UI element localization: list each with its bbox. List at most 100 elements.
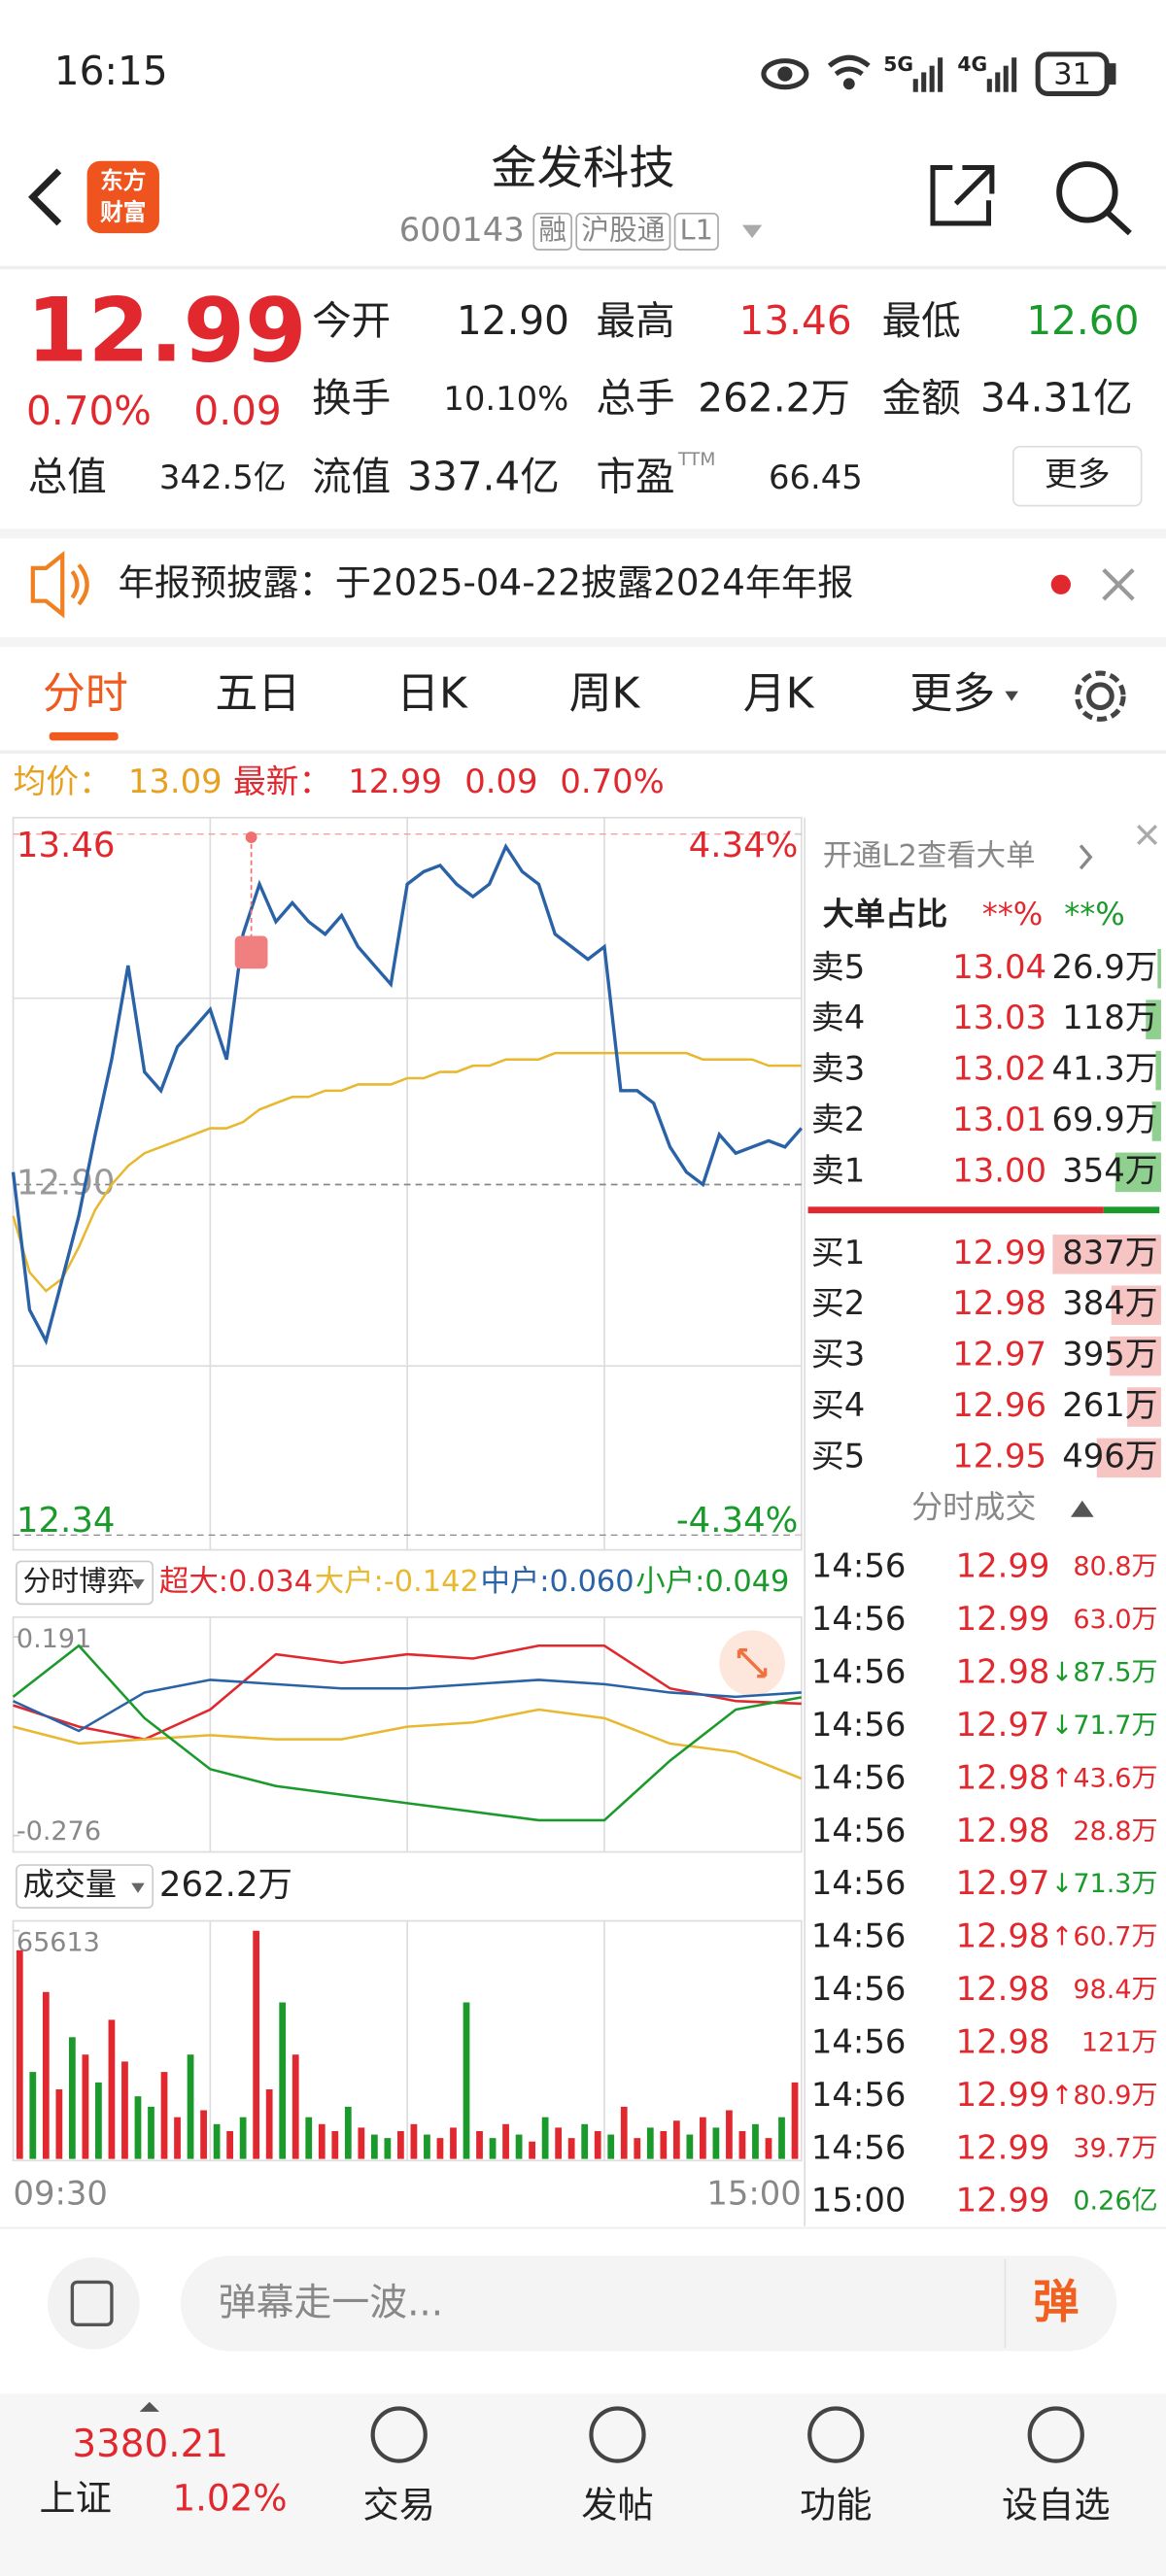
back-button[interactable] (28, 168, 62, 226)
tag (532, 212, 573, 251)
tag-label: 沪股通 (581, 213, 665, 246)
volume-bar (765, 2138, 772, 2159)
close-button[interactable] (1102, 568, 1135, 601)
book-label: 买5 (811, 1437, 865, 1474)
tag-label: 融 (538, 213, 566, 246)
volume-bar (95, 2082, 102, 2159)
time-label: 09:30 (14, 2174, 108, 2212)
volume-bar (424, 2134, 430, 2159)
nav-label[interactable]: 交易 (363, 2483, 435, 2525)
volume-bar (29, 2072, 37, 2159)
book-label: 卖2 (811, 1101, 865, 1138)
trade-price: 12.99 (956, 2182, 1050, 2220)
field-label: 最低 (882, 297, 961, 344)
nav-icon[interactable] (370, 2406, 428, 2463)
tab-indicator (49, 731, 119, 741)
y-tick-label: 65613 (17, 1928, 100, 1958)
volume-bar (82, 2054, 89, 2159)
book-price: 13.01 (952, 1101, 1046, 1138)
book-label: 卖4 (811, 999, 865, 1036)
nav-icon[interactable] (807, 2406, 865, 2463)
volume-bar (148, 2106, 154, 2159)
volume-bar (489, 2138, 497, 2159)
trade-time: 14:56 (811, 2128, 906, 2166)
dropdown (131, 1882, 145, 1893)
latest-label: 最新： (233, 763, 331, 800)
trade-time: 14:56 (811, 2076, 906, 2114)
tag (673, 212, 719, 251)
dropdown[interactable] (741, 224, 763, 239)
field-value: 12.60 (1026, 297, 1139, 344)
nav-label[interactable]: 设自选 (1002, 2483, 1111, 2525)
volume-bar (686, 2134, 694, 2159)
field-label: 今开 (312, 297, 391, 344)
book-volume: 41.3万 (1051, 1050, 1157, 1088)
book-label: 卖1 (811, 1151, 865, 1189)
tab[interactable]: 日K (396, 669, 468, 719)
danmaku-placeholder: 弹幕走一波... (219, 2282, 443, 2325)
logo-text: 财富 (100, 198, 146, 225)
close-button[interactable] (1137, 825, 1158, 846)
index-change: 1.02% (172, 2477, 287, 2520)
search-button[interactable] (1056, 161, 1132, 236)
book-separator (807, 1206, 1104, 1214)
trade-volume: 39.7万 (1073, 2133, 1157, 2163)
volume-bar (752, 2123, 759, 2159)
danmaku-input[interactable] (180, 2255, 1117, 2352)
volume-bar (502, 2123, 509, 2159)
volume-bar (358, 2127, 365, 2159)
nav-icon[interactable] (1027, 2406, 1084, 2463)
nav-icon[interactable] (589, 2406, 646, 2463)
bid-bar (1110, 1336, 1161, 1376)
legend-entry: 超大:0.034 (159, 1565, 313, 1599)
indicator-line (12, 1644, 803, 1822)
index-value[interactable]: 3380.21 (72, 2423, 228, 2466)
trade-time: 14:56 (811, 1970, 906, 2008)
divider (0, 636, 1166, 647)
danmaku-settings[interactable] (48, 2257, 140, 2350)
indicator-selector[interactable] (16, 1560, 154, 1606)
tab[interactable]: 更多 (909, 669, 995, 719)
avg-line (12, 1051, 802, 1293)
trade-price: 12.98 (956, 1653, 1050, 1691)
tab[interactable]: 分时 (43, 669, 128, 719)
trade-price: 12.98 (956, 1758, 1050, 1796)
notice-text[interactable]: 年报预披露：于2025-04-22披露2024年年报 (119, 560, 854, 603)
bottom-nav (0, 2393, 1166, 2576)
volume-selector[interactable] (16, 1864, 154, 1909)
l2-promo[interactable]: 开通L2查看大单 (823, 839, 1036, 873)
volume-bar (121, 2061, 128, 2159)
stock-name: 金发科技 (491, 142, 674, 195)
more-button[interactable] (1012, 445, 1143, 507)
field-label: 最高 (597, 297, 675, 344)
legend-entry: 大户:-0.142 (315, 1565, 479, 1599)
volume-bar (541, 2117, 549, 2159)
y2-tick-label: 4.34% (689, 826, 799, 865)
tab[interactable]: 五日 (215, 669, 300, 719)
danmaku-button[interactable]: 弹 (1033, 2276, 1079, 2329)
volume-bar (384, 2138, 392, 2159)
volume-bar (450, 2127, 457, 2159)
volume-bar (134, 2096, 142, 2159)
book-volume: 261万 (1062, 1386, 1157, 1424)
danmaku-icon (70, 2280, 114, 2327)
volume-bar (397, 2130, 404, 2159)
signal (912, 57, 1017, 92)
tab[interactable]: 月K (743, 669, 815, 719)
time-label: 15:00 (706, 2174, 801, 2212)
trade-volume: ↑60.7万 (1051, 1922, 1158, 1952)
bid-bar (1096, 1438, 1161, 1478)
nav-label[interactable]: 功能 (800, 2483, 872, 2525)
volume-bar (370, 2134, 378, 2159)
share-button[interactable] (930, 164, 995, 226)
tab[interactable]: 周K (569, 669, 641, 719)
volume-bar (738, 2130, 746, 2159)
volume-bar (279, 2002, 287, 2159)
ask-bar (1155, 1050, 1161, 1091)
nav-label[interactable]: 发帖 (581, 2483, 653, 2525)
logo[interactable] (86, 160, 159, 234)
dropdown (131, 1579, 145, 1590)
settings-button[interactable] (1075, 670, 1126, 722)
y-tick-label: 12.34 (17, 1501, 116, 1541)
